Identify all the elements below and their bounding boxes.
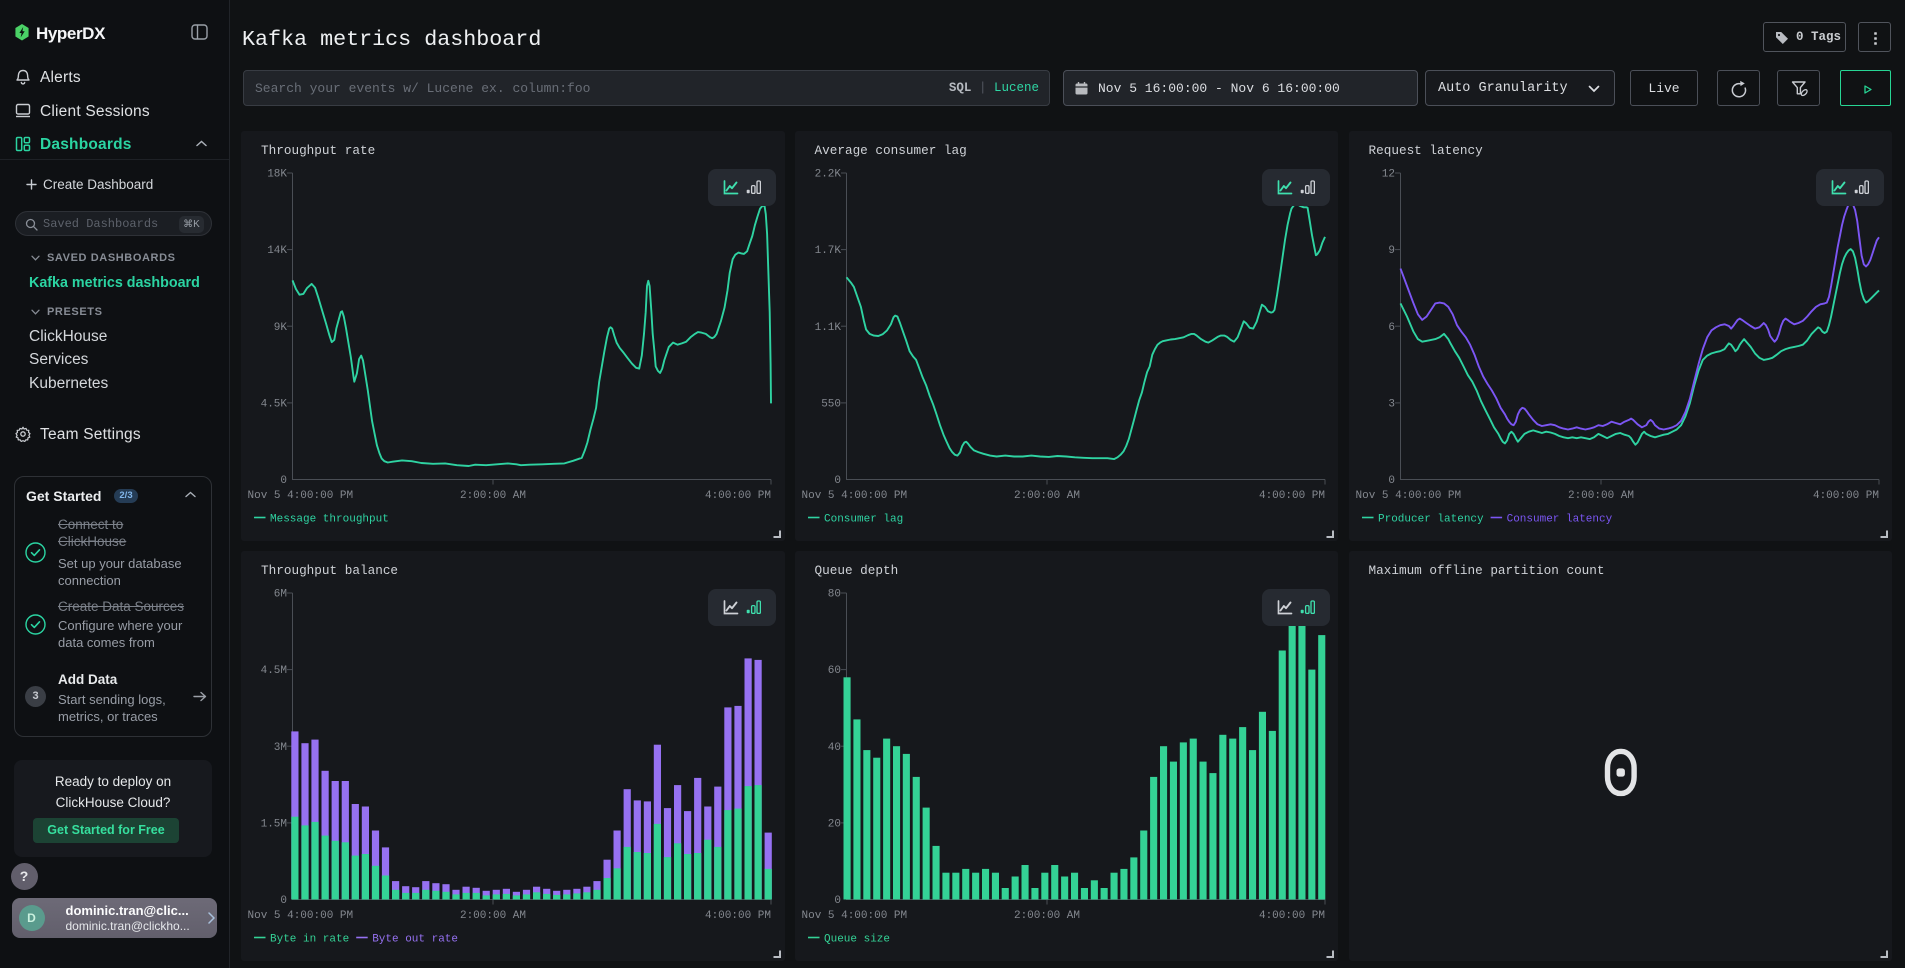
svg-text:Nov 5 4:00:00 PM: Nov 5 4:00:00 PM [801,490,907,502]
svg-text:18K: 18K [267,168,287,180]
svg-text:1.7K: 1.7K [814,245,841,257]
svg-text:Queue size: Queue size [824,934,890,946]
svg-text:Nov 5 4:00:00 PM: Nov 5 4:00:00 PM [248,490,354,502]
svg-text:20: 20 [827,819,840,831]
svg-text:80: 80 [827,589,840,601]
svg-text:4:00:00 PM: 4:00:00 PM [1258,910,1324,922]
svg-text:4.5K: 4.5K [261,398,288,410]
svg-text:4:00:00 PM: 4:00:00 PM [1812,490,1878,502]
svg-text:4:00:00 PM: 4:00:00 PM [1258,490,1324,502]
svg-text:2:00:00 AM: 2:00:00 AM [1567,490,1633,502]
svg-text:0: 0 [834,895,841,907]
svg-text:14K: 14K [267,245,287,257]
svg-text:0: 0 [280,895,287,907]
svg-text:3M: 3M [274,742,287,754]
svg-text:2:00:00 AM: 2:00:00 AM [1013,910,1079,922]
svg-text:60: 60 [827,665,840,677]
svg-text:6M: 6M [274,589,287,601]
svg-text:0: 0 [1388,475,1395,487]
svg-text:Nov 5 4:00:00 PM: Nov 5 4:00:00 PM [801,910,907,922]
svg-text:2.2K: 2.2K [814,168,841,180]
svg-text:2:00:00 AM: 2:00:00 AM [460,910,526,922]
svg-text:Consumer latency: Consumer latency [1506,513,1612,525]
svg-text:3: 3 [1388,398,1395,410]
svg-text:6: 6 [1388,321,1395,333]
svg-text:4:00:00 PM: 4:00:00 PM [705,490,771,502]
svg-text:4:00:00 PM: 4:00:00 PM [705,910,771,922]
svg-text:1.1K: 1.1K [814,321,841,333]
svg-text:4.5M: 4.5M [261,665,287,677]
svg-text:9: 9 [1388,245,1395,257]
svg-text:Nov 5 4:00:00 PM: Nov 5 4:00:00 PM [1355,490,1461,502]
svg-text:550: 550 [821,398,841,410]
svg-text:Byte in rate: Byte in rate [270,934,349,946]
svg-text:40: 40 [827,742,840,754]
svg-text:0: 0 [834,475,841,487]
svg-text:Byte out rate: Byte out rate [372,934,458,946]
svg-text:1.5M: 1.5M [261,819,287,831]
svg-text:12: 12 [1381,168,1394,180]
svg-text:Producer latency: Producer latency [1378,513,1484,525]
svg-text:0: 0 [280,475,287,487]
svg-text:Nov 5 4:00:00 PM: Nov 5 4:00:00 PM [248,910,354,922]
svg-text:9K: 9K [274,321,288,333]
svg-text:Message throughput: Message throughput [270,513,389,525]
svg-text:2:00:00 AM: 2:00:00 AM [460,490,526,502]
svg-text:2:00:00 AM: 2:00:00 AM [1013,490,1079,502]
svg-text:Consumer lag: Consumer lag [824,513,903,525]
